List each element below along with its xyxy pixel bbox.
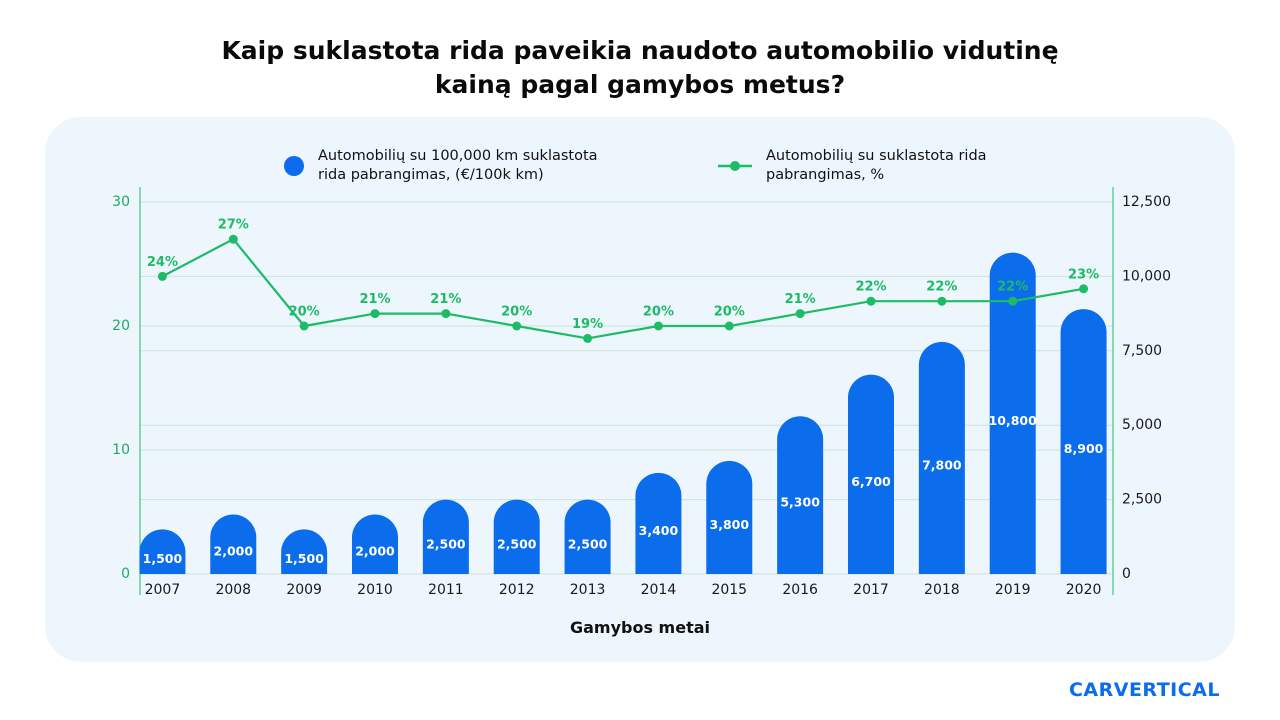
- bar: [635, 472, 682, 574]
- bar-value-label: 2,500: [426, 536, 466, 551]
- x-tick-label: 2008: [215, 582, 251, 598]
- x-tick-label: 2017: [853, 582, 889, 598]
- line-point: [512, 321, 522, 331]
- bar-value-label: 10,800: [989, 413, 1038, 428]
- y-tick-label: 20: [112, 318, 130, 334]
- x-tick-label: 2007: [145, 582, 181, 598]
- line-value-label: 21%: [359, 292, 390, 307]
- x-tick-label: 2009: [286, 582, 322, 598]
- y2-tick-label: 12,500: [1122, 194, 1171, 210]
- line-point: [724, 321, 734, 331]
- line-value-label: 19%: [572, 317, 603, 332]
- bar: [281, 529, 328, 574]
- x-tick-label: 2013: [570, 582, 606, 598]
- bar: [777, 416, 824, 574]
- line-value-label: 22%: [926, 280, 957, 295]
- x-tick-label: 2015: [711, 582, 747, 598]
- bar: [918, 341, 965, 574]
- bar: [564, 499, 611, 574]
- bar-value-label: 8,900: [1064, 441, 1104, 456]
- line-value-label: 20%: [501, 305, 532, 320]
- line-value-label: 21%: [785, 292, 816, 307]
- line: [161, 237, 1084, 340]
- y-tick-label: 0: [121, 566, 130, 582]
- bar-value-label: 1,500: [284, 551, 324, 566]
- legend-entry: Automobilių su 100,000 km suklastota rid…: [318, 148, 598, 183]
- legend-marker: [730, 161, 740, 171]
- line-point: [157, 271, 167, 281]
- line-point: [228, 234, 238, 244]
- bar-value-label: 2,500: [568, 536, 608, 551]
- line-point: [1008, 296, 1018, 306]
- bar: [989, 252, 1036, 574]
- x-tick-label: 2014: [641, 582, 677, 598]
- bar-value-label: 5,300: [780, 495, 820, 510]
- bar: [352, 514, 398, 574]
- x-tick-label: 2016: [782, 582, 818, 598]
- y2-tick-label: 7,500: [1122, 343, 1162, 359]
- line-point: [1079, 284, 1089, 294]
- bar: [848, 374, 894, 574]
- y2-tick-label: 0: [1122, 566, 1131, 582]
- x-tick-label: 2011: [428, 582, 464, 598]
- bar: [422, 499, 469, 574]
- bar-value-label: 2,500: [497, 536, 537, 551]
- y-tick-label: 10: [112, 442, 130, 458]
- bar-value-label: 1,500: [143, 551, 183, 566]
- brand-logo: CARVERTICAL: [1068, 679, 1220, 701]
- chart-title: Kaip suklastota rida paveikia naudoto au…: [221, 36, 1059, 99]
- bar-value-label: 7,800: [922, 457, 962, 472]
- bar-value-label: 6,700: [851, 474, 891, 489]
- x-axis-label: Gamybos metai: [569, 618, 711, 637]
- x-tick-label: 2018: [924, 582, 960, 598]
- bar-value-label: 3,800: [710, 517, 750, 532]
- line-value-label: 20%: [289, 305, 320, 320]
- bar: [706, 460, 753, 574]
- line-point: [937, 296, 947, 306]
- line-point: [583, 333, 593, 343]
- legend-marker: [284, 156, 304, 176]
- line-value-label: 21%: [430, 292, 461, 307]
- y2-tick-label: 5,000: [1122, 417, 1162, 433]
- x-tick-label: 2019: [995, 582, 1031, 598]
- line-point: [370, 309, 380, 319]
- bar: [139, 529, 186, 574]
- bar: [493, 499, 540, 574]
- y2-tick-label: 10,000: [1122, 268, 1171, 284]
- bar: [1060, 309, 1107, 574]
- line-point: [441, 309, 451, 319]
- x-tick-label: 2010: [357, 582, 393, 598]
- line-value-label: 22%: [855, 280, 886, 295]
- legend-entry: Automobilių su suklastota rida pabrangim…: [766, 148, 987, 183]
- x-tick-label: 2012: [499, 582, 535, 598]
- bar: [210, 514, 257, 574]
- line-value-label: 20%: [714, 305, 745, 320]
- line-point: [866, 296, 876, 306]
- bar-value-label: 2,000: [214, 544, 254, 559]
- x-tick-label: 2020: [1066, 582, 1102, 598]
- line-point: [299, 321, 309, 331]
- y-tick-label: 30: [112, 194, 130, 210]
- line-point: [795, 309, 805, 319]
- line-value-label: 20%: [643, 305, 674, 320]
- line-value-label: 24%: [147, 255, 178, 270]
- line-value-label: 22%: [997, 280, 1028, 295]
- line-point: [653, 321, 663, 331]
- line-value-label: 23%: [1068, 267, 1099, 282]
- bar-value-label: 3,400: [639, 523, 679, 538]
- line-value-label: 27%: [218, 218, 249, 233]
- bar-value-label: 2,000: [355, 544, 395, 559]
- y2-tick-label: 2,500: [1122, 492, 1162, 508]
